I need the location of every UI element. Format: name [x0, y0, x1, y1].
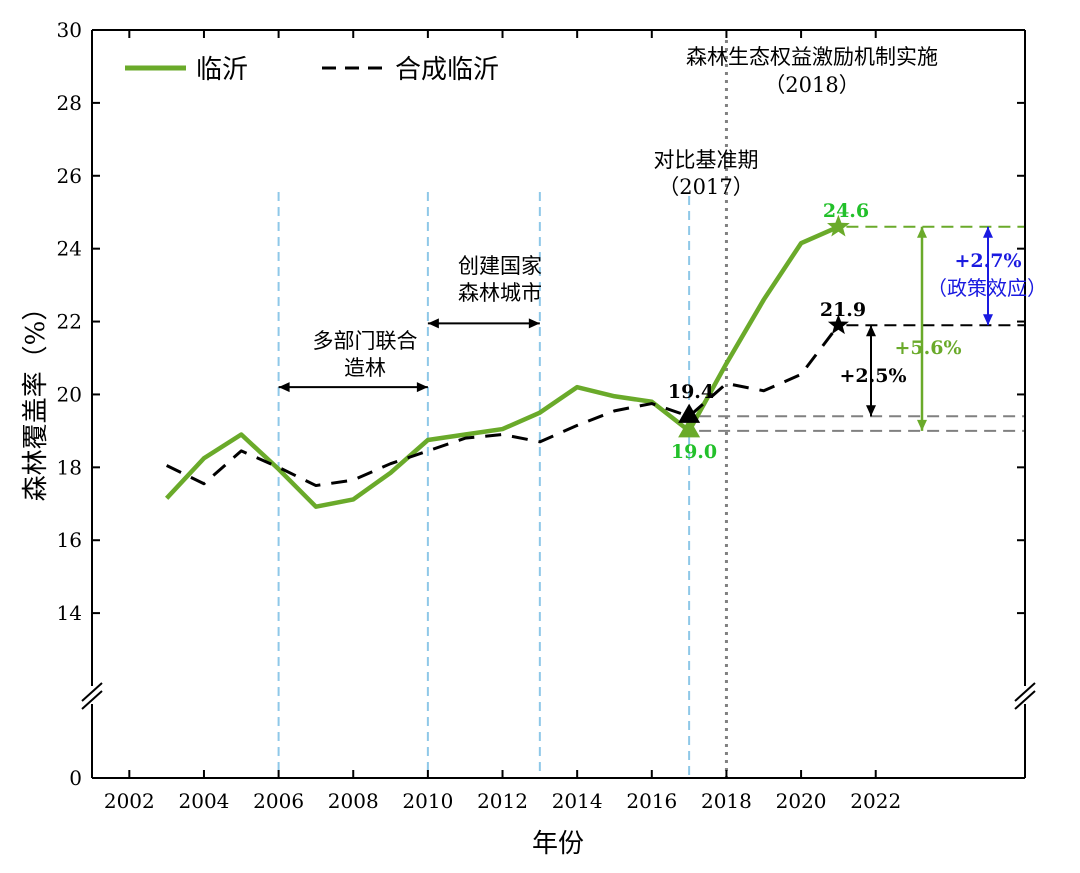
- x-tick-label-2016: 2016: [626, 789, 677, 813]
- y-tick-label-18: 18: [57, 455, 82, 479]
- x-tick-label-2004: 2004: [179, 789, 230, 813]
- synthetic-change-label: +2.5%: [839, 365, 906, 387]
- text-annotations: 森林生态权益激励机制实施 （2018） 对比基准期 （2017） 创建国家 森林…: [313, 45, 1048, 463]
- axis-break-left-2: [81, 690, 103, 710]
- marker-actual-2017: [678, 418, 701, 438]
- y-axis-title: 森林覆盖率（%）: [21, 295, 51, 502]
- x-tick-label-2008: 2008: [328, 789, 379, 813]
- y-tick-label-14: 14: [57, 601, 82, 625]
- y-zero-tick: 0: [69, 766, 100, 790]
- period1-arrow: [278, 382, 428, 393]
- x-tick-label-2020: 2020: [776, 789, 827, 813]
- y-tick-label-28: 28: [57, 91, 82, 115]
- y-tick-label-30: 30: [57, 18, 82, 42]
- marker-synthetic-2017: [678, 403, 701, 423]
- legend-label-actual: 临沂: [196, 55, 248, 85]
- y-tick-label-24: 24: [57, 237, 82, 261]
- synthetic-change-arrow: [866, 325, 876, 417]
- synthetic-2021-label: 21.9: [820, 299, 866, 321]
- plot-frame: [81, 29, 1036, 779]
- annotation-arrows: [278, 226, 993, 431]
- period1-line1: 多部门联合: [313, 329, 418, 353]
- y-tick-label-16: 16: [57, 528, 82, 552]
- period2-line2: 森林城市: [458, 281, 542, 305]
- policy-title: 森林生态权益激励机制实施: [686, 45, 938, 69]
- baseline-title: 对比基准期: [654, 148, 759, 172]
- policy-effect-arrow: [983, 226, 993, 326]
- period1-line2: 造林: [344, 356, 386, 380]
- policy-year: （2018）: [764, 73, 859, 97]
- axis-break-right-1: [1014, 682, 1036, 702]
- x-tick-label-2022: 2022: [850, 789, 901, 813]
- axis-break-right-2: [1014, 690, 1036, 710]
- actual-2017-label: 19.0: [671, 441, 717, 463]
- x-tick-label-2018: 2018: [701, 789, 752, 813]
- y-axis-ticks: 14 16 18 20 22 24 26 28 30: [57, 18, 1025, 625]
- synthetic-2017-label: 19.4: [668, 381, 714, 403]
- legend-label-synthetic: 合成临沂: [395, 55, 499, 85]
- horizontal-reference-lines: [699, 225, 1025, 432]
- point-markers: [678, 214, 850, 438]
- series-line-synthetic: [165, 324, 840, 488]
- y-tick-label-20: 20: [57, 382, 82, 406]
- y-tick-label-zero: 0: [69, 766, 82, 790]
- x-tick-label-2010: 2010: [402, 789, 453, 813]
- period2-arrow: [427, 318, 540, 329]
- marker-actual-2021: [827, 214, 850, 237]
- x-tick-label-2006: 2006: [253, 789, 304, 813]
- x-axis-title: 年份: [532, 829, 584, 859]
- x-tick-label-2012: 2012: [477, 789, 528, 813]
- actual-change-label: +5.6%: [894, 337, 961, 359]
- legend: 临沂 合成临沂: [125, 55, 499, 85]
- actual-change-arrow: [917, 226, 927, 431]
- series-line-actual: [164, 224, 840, 509]
- x-axis-ticks: 2002 2004 2006 2008 2010 2012 2014 2016 2018 2020…: [104, 30, 901, 813]
- y-tick-label-26: 26: [57, 164, 82, 188]
- axis-break-left-1: [81, 682, 103, 702]
- actual-2021-label: 24.6: [823, 200, 869, 222]
- baseline-year: （2017）: [658, 175, 753, 199]
- series-layer: [164, 224, 840, 509]
- x-tick-label-2014: 2014: [552, 789, 603, 813]
- policy-effect-label: +2.7%: [954, 250, 1021, 272]
- y-tick-label-22: 22: [57, 310, 82, 334]
- x-tick-label-2002: 2002: [104, 789, 155, 813]
- reference-lines: [277, 40, 728, 778]
- marker-synthetic-2021: [827, 314, 849, 335]
- policy-effect-caption: （政策效应）: [927, 276, 1047, 300]
- period2-line1: 创建国家: [458, 254, 542, 278]
